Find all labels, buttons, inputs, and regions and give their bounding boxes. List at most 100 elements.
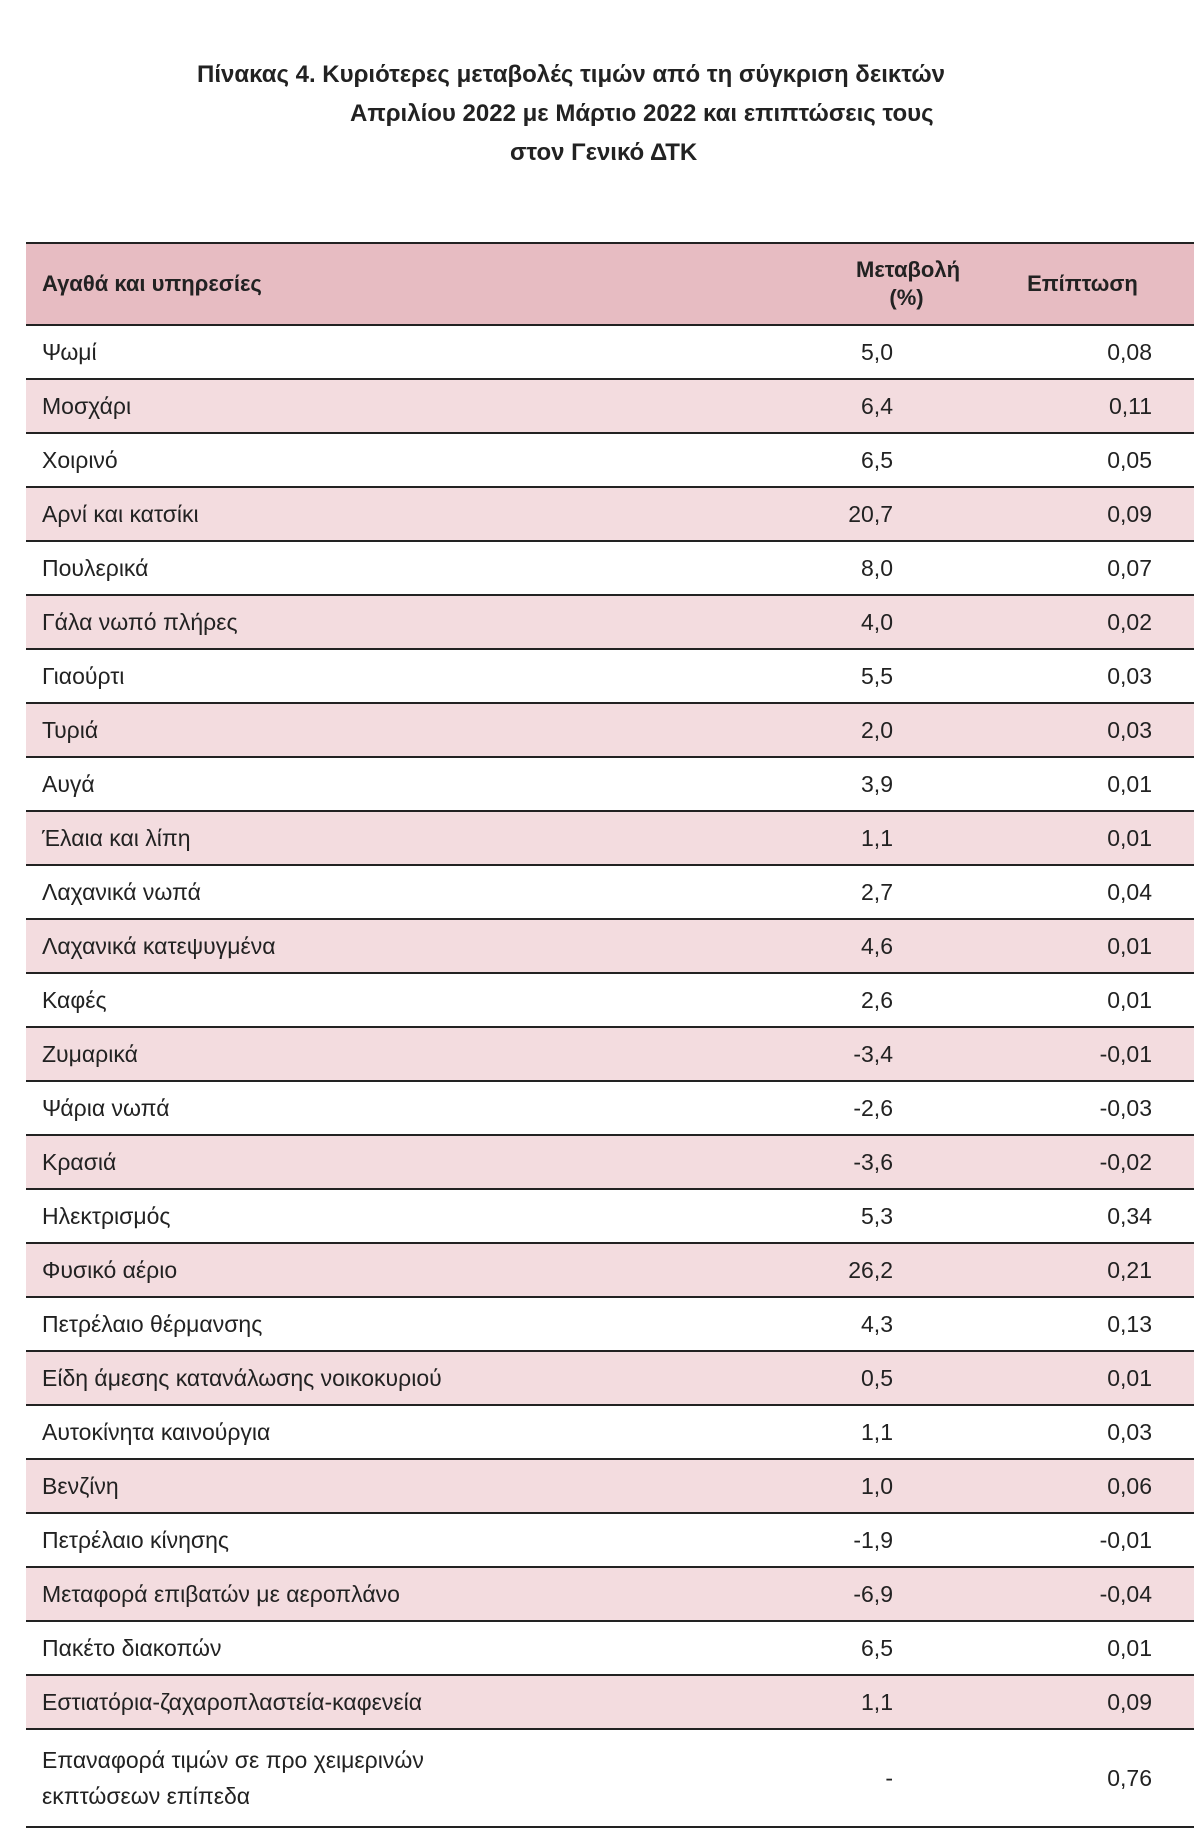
cell-item: Κρασιά	[26, 1135, 626, 1190]
cell-item: Αυτοκίνητα καινούργια	[26, 1405, 626, 1460]
cell-item: Λαχανικά κατεψυγμένα	[26, 919, 626, 974]
cell-change: 2,6	[626, 973, 957, 1028]
title-line-3: στον Γενικό ΔΤΚ	[510, 139, 698, 166]
cell-change: 5,0	[626, 325, 957, 380]
cell-item: Πετρέλαιο κίνησης	[26, 1513, 626, 1568]
cell-change: 5,5	[626, 649, 957, 704]
cell-item-line-2: εκπτώσεων επίπεδα	[42, 1783, 251, 1809]
table-row: Εστιατόρια-ζαχαροπλαστεία-καφενεία 1,1 0,0…	[26, 1675, 1194, 1730]
cell-impact: 0,01	[957, 1351, 1194, 1406]
cell-change: 3,9	[626, 757, 957, 812]
cell-item: Εστιατόρια-ζαχαροπλαστεία-καφενεία	[26, 1675, 626, 1730]
table-row: Επαναφορά τιμών σε προ χειμερινών εκπτώσε…	[26, 1729, 1194, 1828]
cell-impact: 0,05	[957, 433, 1194, 488]
header-change: Μεταβολή (%)	[626, 242, 961, 326]
cell-impact: 0,07	[957, 541, 1194, 596]
cell-item: Αυγά	[26, 757, 626, 812]
table-row: Γιαούρτι 5,5 0,03	[26, 649, 1194, 704]
table-row: Ψωμί 5,0 0,08	[26, 325, 1194, 380]
cell-impact: -0,02	[957, 1135, 1194, 1190]
table-row: Αυτοκίνητα καινούργια 1,1 0,03	[26, 1405, 1194, 1460]
cell-item: Πουλερικά	[26, 541, 626, 596]
cell-item: Αρνί και κατσίκι	[26, 487, 626, 542]
table-row: Τυριά 2,0 0,03	[26, 703, 1194, 758]
table-row: Φυσικό αέριο 26,2 0,21	[26, 1243, 1194, 1298]
cell-impact: 0,06	[957, 1459, 1194, 1514]
cell-impact: 0,21	[957, 1243, 1194, 1298]
cell-change: 5,3	[626, 1189, 957, 1244]
cell-impact: 0,13	[957, 1297, 1194, 1352]
cell-change: 4,6	[626, 919, 957, 974]
cell-impact: 0,03	[957, 1405, 1194, 1460]
cell-change: 2,0	[626, 703, 957, 758]
cell-change: -1,9	[626, 1513, 957, 1568]
cell-item: Γάλα νωπό πλήρες	[26, 595, 626, 650]
cell-change: 1,1	[626, 1405, 957, 1460]
cell-impact: 0,04	[957, 865, 1194, 920]
cell-impact: 0,09	[957, 1675, 1194, 1730]
table-body: Ψωμί 5,0 0,08 Μοσχάρι 6,4 0,11 Χοιρινό 6,5 0,05 Α…	[26, 325, 1194, 1828]
cell-item: Γιαούρτι	[26, 649, 626, 704]
cell-impact: 0,01	[957, 973, 1194, 1028]
header-item: Αγαθά και υπηρεσίες	[26, 242, 626, 326]
cell-change: 6,5	[626, 433, 957, 488]
cell-item: Φυσικό αέριο	[26, 1243, 626, 1298]
cell-impact: 0,01	[957, 919, 1194, 974]
cell-impact: 0,02	[957, 595, 1194, 650]
table-row: Πακέτο διακοπών 6,5 0,01	[26, 1621, 1194, 1676]
cell-impact: 0,09	[957, 487, 1194, 542]
title-line-1: Πίνακας 4. Κυριότερες μεταβολές τιμών απ…	[197, 61, 945, 88]
cell-impact: -0,01	[957, 1027, 1194, 1082]
header-change-line-1: Μεταβολή	[856, 257, 961, 282]
cell-change: 26,2	[626, 1243, 957, 1298]
cell-item: Βενζίνη	[26, 1459, 626, 1514]
cell-impact: -0,04	[957, 1567, 1194, 1622]
cell-change: 1,0	[626, 1459, 957, 1514]
cell-impact: 0,11	[957, 379, 1194, 434]
header-change-line-2: (%)	[889, 285, 924, 310]
cell-change: -	[626, 1729, 957, 1828]
price-changes-table: Αγαθά και υπηρεσίες Μεταβολή (%) Επίπτωσ…	[26, 242, 1194, 1828]
cell-item: Έλαια και λίπη	[26, 811, 626, 866]
table-row: Λαχανικά νωπά 2,7 0,04	[26, 865, 1194, 920]
table-header-row: Αγαθά και υπηρεσίες Μεταβολή (%) Επίπτωσ…	[26, 242, 1194, 326]
cell-impact: 0,03	[957, 703, 1194, 758]
cell-impact: -0,03	[957, 1081, 1194, 1136]
table-row: Ηλεκτρισμός 5,3 0,34	[26, 1189, 1194, 1244]
cell-item: Χοιρινό	[26, 433, 626, 488]
cell-impact: 0,03	[957, 649, 1194, 704]
cell-item: Πετρέλαιο θέρμανσης	[26, 1297, 626, 1352]
cell-impact: 0,01	[957, 757, 1194, 812]
cell-change: 2,7	[626, 865, 957, 920]
table-row: Γάλα νωπό πλήρες 4,0 0,02	[26, 595, 1194, 650]
cell-item: Επαναφορά τιμών σε προ χειμερινών εκπτώσε…	[26, 1729, 626, 1828]
table-row: Βενζίνη 1,0 0,06	[26, 1459, 1194, 1514]
header-impact: Επίπτωση	[957, 242, 1194, 326]
cell-item-line-1: Επαναφορά τιμών σε προ χειμερινών	[42, 1747, 424, 1773]
table-row: Αρνί και κατσίκι 20,7 0,09	[26, 487, 1194, 542]
table-row: Μεταφορά επιβατών με αεροπλάνο -6,9 -0,04	[26, 1567, 1194, 1622]
cell-change: 4,3	[626, 1297, 957, 1352]
cell-change: 8,0	[626, 541, 957, 596]
cell-change: -3,6	[626, 1135, 957, 1190]
table-row: Ζυμαρικά -3,4 -0,01	[26, 1027, 1194, 1082]
cell-change: 0,5	[626, 1351, 957, 1406]
table-row: Είδη άμεσης κατανάλωσης νοικοκυριού 0,5 0,…	[26, 1351, 1194, 1406]
cell-item: Ηλεκτρισμός	[26, 1189, 626, 1244]
cell-item: Είδη άμεσης κατανάλωσης νοικοκυριού	[26, 1351, 626, 1406]
cell-change: 1,1	[626, 811, 957, 866]
table-row: Πουλερικά 8,0 0,07	[26, 541, 1194, 596]
table-title: Πίνακας 4. Κυριότερες μεταβολές τιμών απ…	[0, 55, 1200, 172]
cell-item: Ζυμαρικά	[26, 1027, 626, 1082]
cell-change: -6,9	[626, 1567, 957, 1622]
cell-item: Πακέτο διακοπών	[26, 1621, 626, 1676]
cell-change: -2,6	[626, 1081, 957, 1136]
table-row: Πετρέλαιο κίνησης -1,9 -0,01	[26, 1513, 1194, 1568]
table-row: Καφές 2,6 0,01	[26, 973, 1194, 1028]
table-row: Πετρέλαιο θέρμανσης 4,3 0,13	[26, 1297, 1194, 1352]
cell-item: Καφές	[26, 973, 626, 1028]
cell-impact: 0,76	[957, 1729, 1194, 1828]
table-row: Αυγά 3,9 0,01	[26, 757, 1194, 812]
cell-item: Ψωμί	[26, 325, 626, 380]
cell-item: Ψάρια νωπά	[26, 1081, 626, 1136]
